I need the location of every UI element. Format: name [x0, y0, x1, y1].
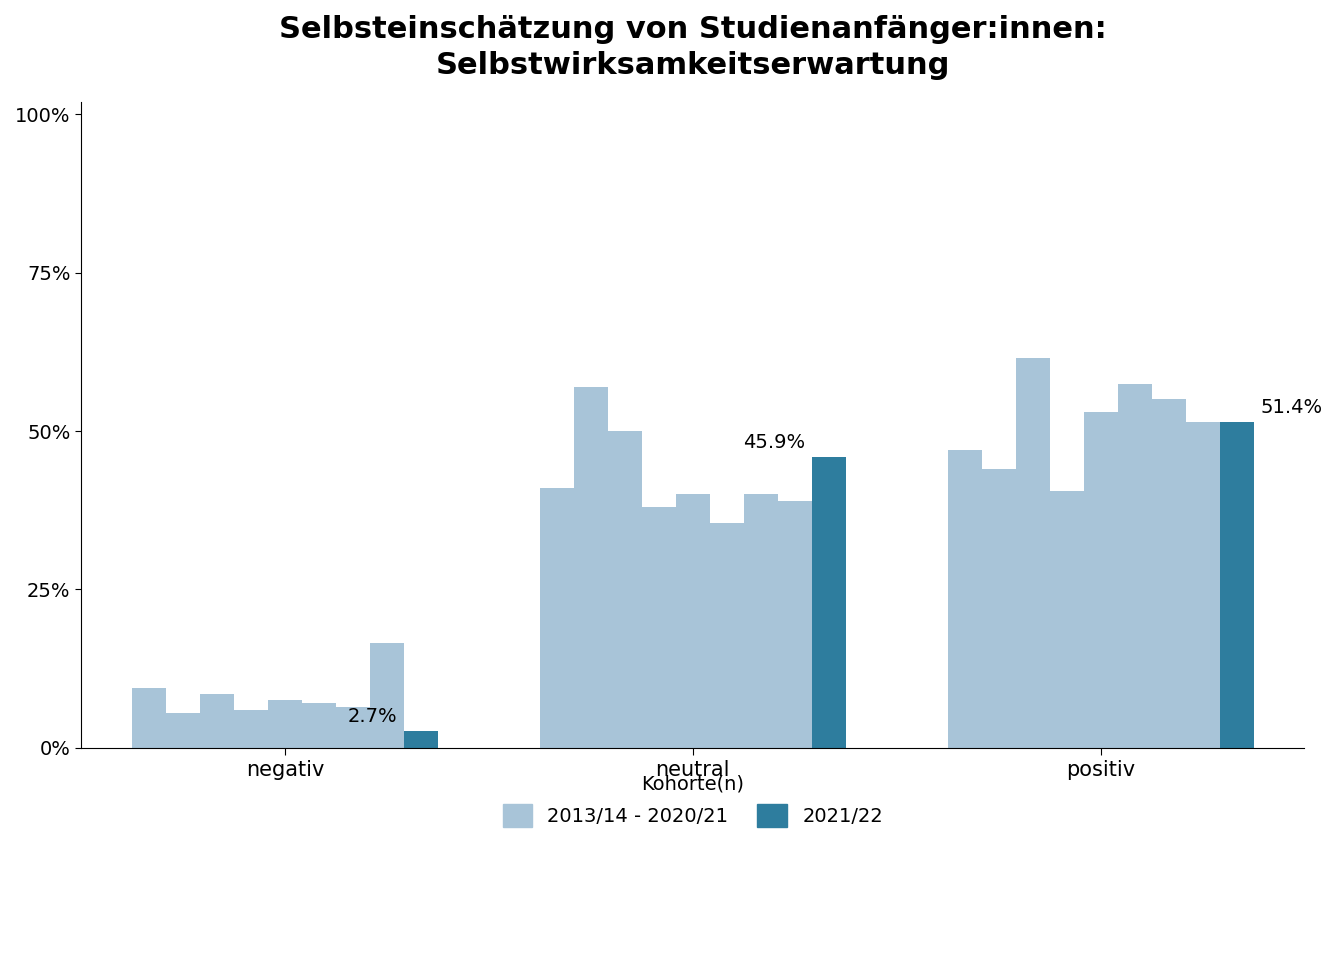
Bar — [1185, 421, 1219, 748]
Bar — [710, 523, 743, 748]
Bar — [1118, 384, 1152, 748]
Bar — [1083, 412, 1118, 748]
Legend: 2013/14 - 2020/21, 2021/22: 2013/14 - 2020/21, 2021/22 — [495, 767, 891, 835]
Text: 45.9%: 45.9% — [743, 433, 805, 452]
Bar — [267, 701, 302, 748]
Bar — [641, 507, 676, 748]
Bar — [1016, 358, 1050, 748]
Text: 2.7%: 2.7% — [347, 707, 396, 726]
Bar — [403, 731, 438, 748]
Bar — [812, 457, 845, 748]
Bar — [200, 694, 234, 748]
Bar — [234, 709, 267, 748]
Bar — [948, 450, 981, 748]
Bar — [1152, 399, 1185, 748]
Bar — [607, 431, 641, 748]
Bar — [302, 704, 336, 748]
Bar — [743, 494, 778, 748]
Bar — [676, 494, 710, 748]
Bar — [574, 387, 607, 748]
Bar — [1050, 492, 1083, 748]
Bar — [370, 643, 403, 748]
Text: 51.4%: 51.4% — [1261, 398, 1322, 418]
Bar — [778, 501, 812, 748]
Bar — [165, 713, 200, 748]
Title: Selbsteinschätzung von Studienanfänger:innen:
Selbstwirksamkeitserwartung: Selbsteinschätzung von Studienanfänger:i… — [278, 15, 1106, 80]
Bar — [981, 469, 1016, 748]
Bar — [132, 687, 165, 748]
Bar — [1219, 422, 1254, 748]
Bar — [540, 488, 574, 748]
Bar — [336, 707, 370, 748]
